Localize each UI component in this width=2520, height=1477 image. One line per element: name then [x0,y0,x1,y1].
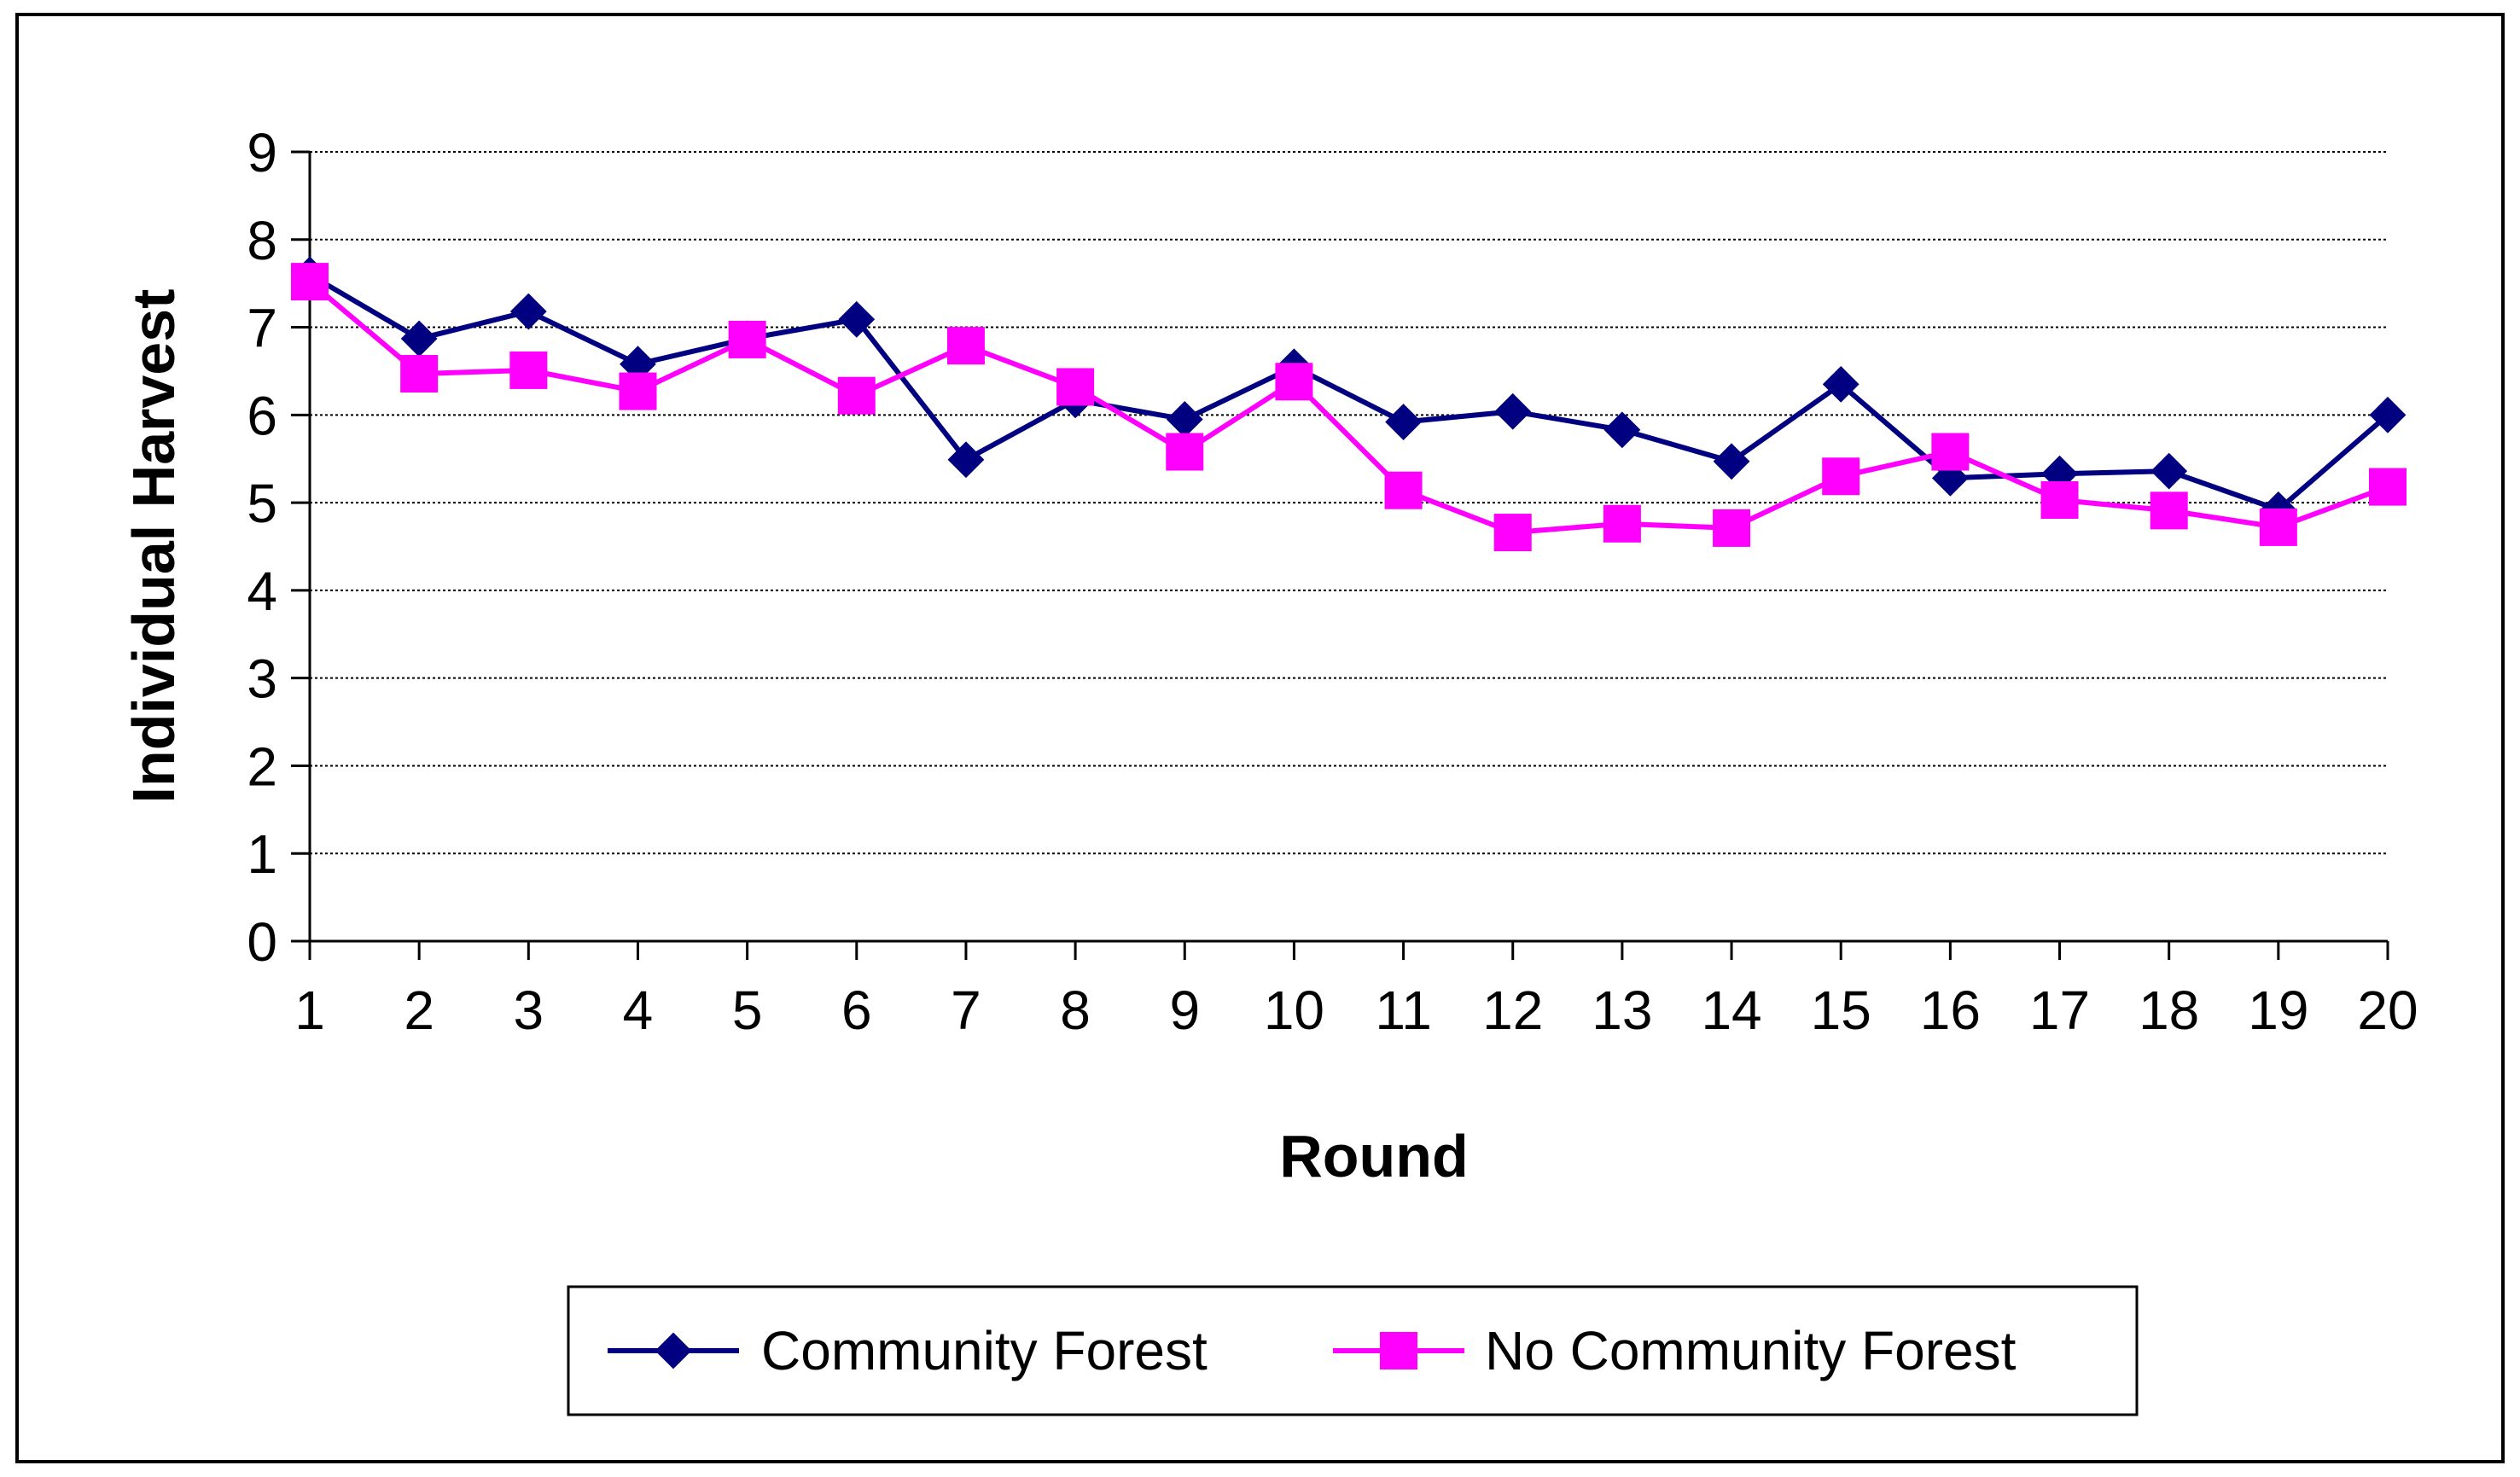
y-tick-labels: 0 1 2 3 4 5 6 7 8 9 [247,122,277,973]
x-tick-label-20: 20 [2357,980,2418,1041]
y-tick-label-0: 0 [247,911,277,973]
data-point-s0-7 [947,441,985,479]
x-tick-label-13: 13 [1592,980,1652,1041]
x-tick-label-5: 5 [732,980,763,1041]
x-tick-label-7: 7 [951,980,981,1041]
data-point-s1-16 [1931,433,1970,471]
legend-label-community-forest: Community Forest [761,1320,1208,1381]
x-tick-labels: 1 2 3 4 5 6 7 8 9 10 11 12 13 14 15 16 17 18 19 20 [294,980,2418,1041]
x-tick-label-6: 6 [841,980,872,1041]
data-point-s1-13 [1603,504,1641,543]
data-point-s0-12 [1494,393,1532,430]
x-tick-label-18: 18 [2139,980,2199,1041]
y-tick-label-9: 9 [247,122,277,183]
x-tick-label-2: 2 [404,980,434,1041]
legend-label-no-community-forest: No Community Forest [1485,1320,2017,1381]
y-tick-label-4: 4 [247,561,277,622]
data-point-s1-5 [728,320,766,358]
data-point-s1-3 [509,351,548,389]
y-tick-label-1: 1 [247,823,277,885]
x-tick-label-3: 3 [514,980,544,1041]
data-point-s1-6 [837,376,876,415]
data-point-s1-15 [1822,457,1860,496]
data-point-s1-8 [1056,368,1095,406]
y-tick-label-2: 2 [247,736,277,797]
y-tick-label-8: 8 [247,210,277,271]
y-tick-label-3: 3 [247,648,277,710]
x-axis-title: Round [1279,1123,1469,1189]
y-tick-label-6: 6 [247,385,277,446]
data-point-s1-17 [2040,481,2079,520]
y-axis-title: Individual Harvest [120,289,187,804]
x-tick-label-4: 4 [623,980,654,1041]
x-tick-label-19: 19 [2248,980,2308,1041]
data-point-s0-11 [1385,404,1422,440]
data-point-s0-6 [838,300,876,338]
data-point-s0-20 [2369,396,2407,433]
data-point-s1-9 [1166,433,1204,471]
series-no-community-forest [291,263,2407,552]
y-tick-label-7: 7 [247,298,277,359]
x-tick-label-11: 11 [1375,980,1431,1041]
legend-swatch-marker-0 [655,1332,692,1369]
legend-items [608,1332,1464,1369]
data-point-s0-14 [1713,443,1750,480]
data-point-s1-1 [291,263,329,301]
x-tick-label-8: 8 [1060,980,1091,1041]
x-tick-label-17: 17 [2029,980,2090,1041]
data-point-s1-10 [1275,363,1313,401]
x-tick-label-9: 9 [1169,980,1200,1041]
data-point-s1-14 [1713,509,1751,547]
x-tick-label-1: 1 [294,980,325,1041]
series-line-0 [308,272,2389,513]
data-point-s0-18 [2150,452,2188,490]
data-point-s1-7 [946,327,985,365]
data-point-s1-2 [400,355,439,393]
data-point-s1-4 [619,372,657,410]
data-point-s1-20 [2369,468,2407,506]
y-tick-label-5: 5 [247,473,277,534]
x-tick-label-14: 14 [1701,980,1761,1041]
data-point-s1-11 [1384,471,1423,509]
series [291,256,2407,552]
data-point-s1-12 [1493,514,1532,552]
data-point-s0-3 [509,293,547,330]
chart-frame [15,13,2505,1463]
data-point-s0-15 [1822,365,1859,403]
x-tick-label-16: 16 [1920,980,1981,1041]
x-tick-label-15: 15 [1811,980,1871,1041]
data-point-s0-13 [1603,411,1641,449]
x-tick-label-10: 10 [1264,980,1324,1041]
legend-swatch-marker-1 [1380,1332,1417,1369]
x-tick-label-12: 12 [1482,980,1543,1041]
legend: Community Forest No Community Forest [567,1285,2139,1416]
data-point-s1-19 [2259,508,2297,546]
data-point-s1-18 [2150,491,2188,530]
